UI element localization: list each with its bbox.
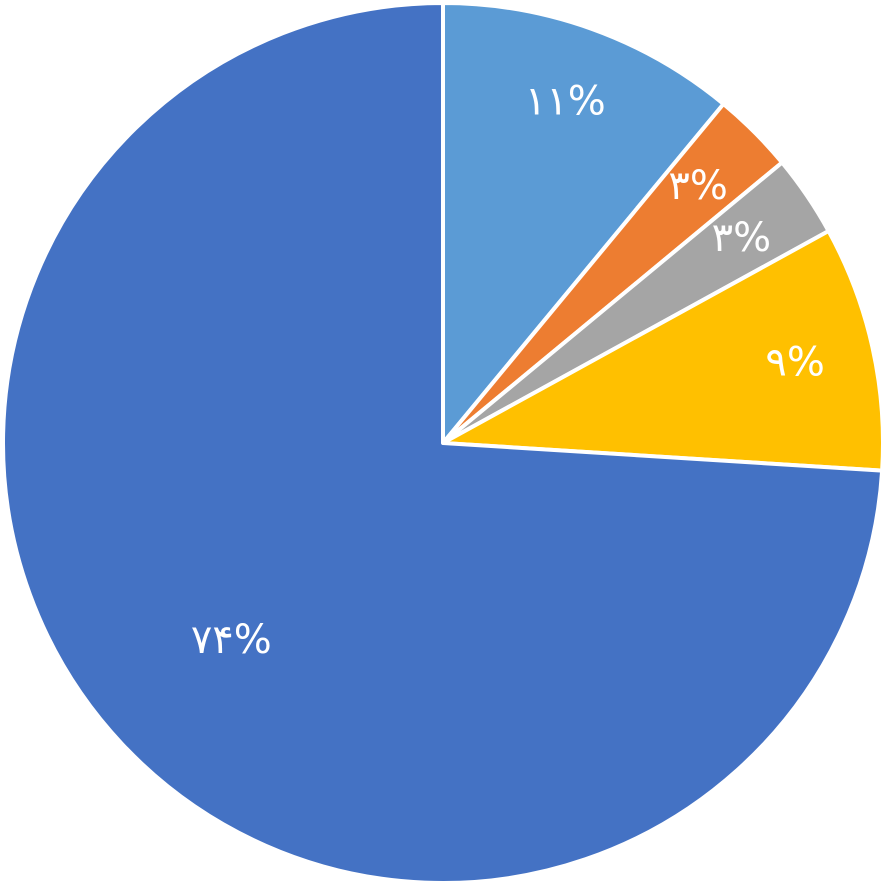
data-label: ۳% xyxy=(712,215,772,261)
data-label: ۹% xyxy=(765,339,825,385)
pie-slice xyxy=(441,1,726,445)
data-label: ۱۱% xyxy=(525,79,606,125)
pie-slice xyxy=(441,229,885,473)
data-label: ۷۴% xyxy=(191,617,272,663)
data-label: ۳% xyxy=(668,163,728,209)
